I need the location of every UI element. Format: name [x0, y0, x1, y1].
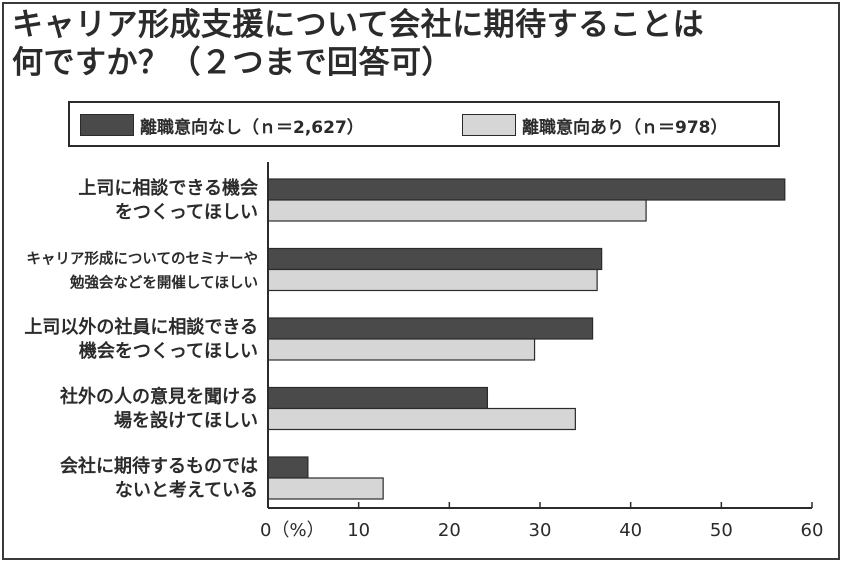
legend-swatch-no-intent — [80, 114, 134, 136]
x-tick-label-0: 0（%） — [260, 520, 325, 541]
category-label-1-line-2: 勉強会などを開催してほしい — [69, 274, 258, 292]
x-tick-label-1: 10 — [347, 520, 370, 541]
category-label-3-line-1: 社外の人の意見を聞ける — [60, 386, 258, 408]
bar-intent-1 — [267, 268, 598, 292]
legend-label-intent: 離職意向あり（ｎ＝978） — [522, 117, 728, 138]
chart-title-line-1: キャリア形成支援について会社に期待することは — [12, 7, 705, 43]
x-tick-label-5: 50 — [710, 520, 733, 541]
category-label-0-line-2: をつくってほしい — [115, 202, 258, 223]
legend-label-no-intent: 離職意向なし（ｎ＝2,627） — [140, 117, 364, 138]
category-label-2-line-2: 機会をつくってほしい — [79, 340, 258, 362]
category-label-2-line-1: 上司以外の社員に相談できる — [24, 316, 258, 338]
bar-no-intent-1 — [267, 247, 603, 271]
x-tick-label-3: 30 — [529, 520, 552, 541]
bar-intent-0 — [267, 199, 647, 222]
legend-swatch-intent — [462, 114, 516, 136]
bar-no-intent-4 — [267, 456, 309, 479]
bar-intent-2 — [267, 338, 536, 361]
category-label-1-line-1: キャリア形成についてのセミナーや — [26, 250, 258, 268]
category-label-3-line-2: 場を設けてほしい — [114, 410, 258, 432]
legend-item-intent: 離職意向あり（ｎ＝978） — [462, 112, 728, 138]
category-label-0-line-1: 上司に相談できる機会 — [78, 177, 258, 199]
x-tick-label-2: 20 — [438, 520, 461, 541]
chart-title-line-2: 何ですか？（２つまで回答可） — [12, 45, 453, 81]
bar-no-intent-0 — [267, 178, 786, 201]
category-label-4-line-2: ないと考えている — [115, 479, 258, 501]
bar-intent-3 — [267, 407, 576, 431]
bar-no-intent-3 — [267, 386, 489, 410]
bar-intent-4 — [267, 477, 384, 500]
x-tick-label-4: 40 — [619, 520, 642, 541]
legend-item-no-intent: 離職意向なし（ｎ＝2,627） — [80, 112, 364, 138]
chart-title: キャリア形成支援について会社に期待することは 何ですか？（２つまで回答可） — [12, 6, 832, 82]
bar-no-intent-2 — [267, 317, 594, 340]
chart-legend: 離職意向なし（ｎ＝2,627） 離職意向あり（ｎ＝978） — [68, 101, 780, 147]
category-label-4-line-1: 会社に期待するものでは — [60, 455, 258, 477]
x-tick-label-6: 60 — [801, 520, 824, 541]
